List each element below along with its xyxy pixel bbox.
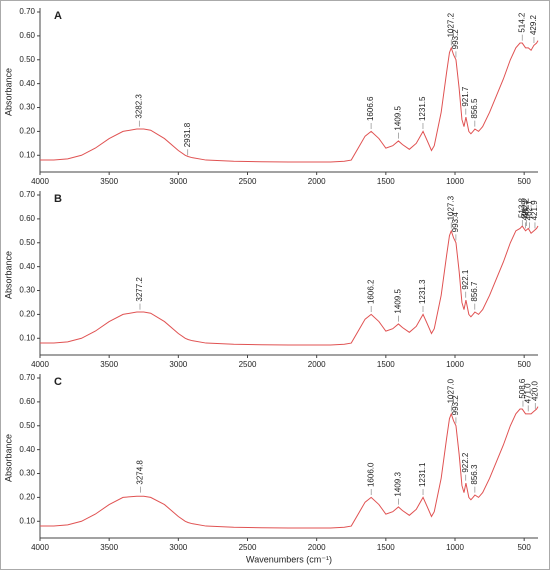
y-tick-label: 0.20 bbox=[19, 493, 35, 502]
panel-label: A bbox=[54, 10, 62, 22]
spectrum-line bbox=[40, 406, 539, 529]
x-tick-label: 500 bbox=[517, 177, 531, 186]
x-tick-label: 2500 bbox=[239, 543, 257, 552]
peak-label: 513.8 bbox=[517, 197, 526, 218]
panel-label: B bbox=[54, 193, 62, 205]
peak-label: 1231.5 bbox=[418, 96, 427, 121]
spectrum-line bbox=[40, 40, 539, 163]
x-tick-label: 1000 bbox=[446, 360, 464, 369]
y-axis-title: Absorbance bbox=[3, 251, 13, 299]
x-tick-label: 2000 bbox=[308, 177, 326, 186]
peak-label: 514.2 bbox=[517, 12, 526, 33]
peak-label: 1027.3 bbox=[446, 195, 455, 220]
x-tick-label: 3500 bbox=[100, 543, 118, 552]
x-tick-label: 1000 bbox=[446, 177, 464, 186]
peak-label: 1606.0 bbox=[366, 462, 375, 487]
y-tick-label: 0.60 bbox=[19, 397, 35, 406]
y-axis-title: Absorbance bbox=[3, 434, 13, 482]
y-tick-label: 0.40 bbox=[19, 445, 35, 454]
peak-label: 1027.2 bbox=[446, 12, 455, 37]
x-tick-label: 3000 bbox=[169, 360, 187, 369]
y-tick-label: 0.20 bbox=[19, 127, 35, 136]
peak-label: 856.7 bbox=[470, 281, 479, 302]
y-tick-label: 0.60 bbox=[19, 214, 35, 223]
peak-label: 482.2 bbox=[522, 197, 531, 218]
x-tick-label: 1000 bbox=[446, 543, 464, 552]
peak-label: 856.5 bbox=[470, 98, 479, 119]
x-tick-label: 4000 bbox=[31, 360, 49, 369]
x-tick-label: 3500 bbox=[100, 360, 118, 369]
x-tick-label: 2000 bbox=[308, 360, 326, 369]
peak-label: 1606.2 bbox=[366, 279, 375, 304]
peak-label: 3277.2 bbox=[135, 277, 144, 302]
peak-label: 993.2 bbox=[451, 395, 460, 416]
peak-label: 1606.6 bbox=[366, 96, 375, 121]
peak-label: 420.0 bbox=[530, 380, 539, 401]
y-axis-title: Absorbance bbox=[3, 68, 13, 116]
y-tick-label: 0.50 bbox=[19, 421, 35, 430]
panel-label: C bbox=[54, 376, 62, 388]
y-tick-label: 0.10 bbox=[19, 150, 35, 159]
peak-label: 1409.5 bbox=[393, 106, 402, 131]
y-tick-label: 0.20 bbox=[19, 310, 35, 319]
x-tick-label: 4000 bbox=[31, 177, 49, 186]
peak-label: 429.2 bbox=[529, 14, 538, 35]
y-tick-label: 0.50 bbox=[19, 55, 35, 64]
peak-label: 856.3 bbox=[470, 464, 479, 485]
x-tick-label: 3000 bbox=[169, 177, 187, 186]
x-tick-label: 1500 bbox=[377, 543, 395, 552]
peak-label: 1409.5 bbox=[393, 289, 402, 314]
peak-label: 922.2 bbox=[461, 452, 470, 473]
y-tick-label: 0.60 bbox=[19, 31, 35, 40]
peak-label: 421.9 bbox=[530, 200, 539, 221]
x-axis-title: Wavenumbers (cm⁻¹) bbox=[246, 554, 332, 564]
peak-label: 1231.1 bbox=[418, 462, 427, 487]
peak-label: 993.2 bbox=[451, 29, 460, 50]
y-tick-label: 0.10 bbox=[19, 333, 35, 342]
peak-label: 491.5 bbox=[520, 200, 529, 221]
peak-label: 993.4 bbox=[451, 212, 460, 233]
y-tick-label: 0.10 bbox=[19, 516, 35, 525]
peak-label: 471.0 bbox=[523, 383, 532, 404]
x-tick-label: 2000 bbox=[308, 543, 326, 552]
peak-label: 462.1 bbox=[525, 200, 534, 221]
y-tick-label: 0.70 bbox=[19, 190, 35, 199]
peak-label: 1409.3 bbox=[393, 472, 402, 497]
y-tick-label: 0.70 bbox=[19, 373, 35, 382]
x-tick-label: 3500 bbox=[100, 177, 118, 186]
peak-label: 3274.8 bbox=[135, 460, 144, 485]
peak-label: 1027.0 bbox=[446, 378, 455, 403]
x-tick-label: 3000 bbox=[169, 543, 187, 552]
x-tick-label: 4000 bbox=[31, 543, 49, 552]
y-tick-label: 0.50 bbox=[19, 238, 35, 247]
x-tick-label: 2500 bbox=[239, 177, 257, 186]
y-tick-label: 0.30 bbox=[19, 286, 35, 295]
peak-label: 1231.3 bbox=[418, 279, 427, 304]
x-tick-label: 1500 bbox=[377, 177, 395, 186]
peak-label: 2931.8 bbox=[183, 122, 192, 147]
y-tick-label: 0.40 bbox=[19, 262, 35, 271]
peak-label: 3282.3 bbox=[134, 94, 143, 119]
peak-label: 922.1 bbox=[461, 269, 470, 290]
y-tick-label: 0.40 bbox=[19, 79, 35, 88]
y-tick-label: 0.30 bbox=[19, 469, 35, 478]
x-tick-label: 2500 bbox=[239, 360, 257, 369]
y-tick-label: 0.70 bbox=[19, 7, 35, 16]
x-tick-label: 500 bbox=[517, 543, 531, 552]
spectrum-line bbox=[40, 225, 539, 346]
y-tick-label: 0.30 bbox=[19, 103, 35, 112]
peak-label: 508.6 bbox=[518, 378, 527, 399]
peak-label: 921.7 bbox=[461, 86, 470, 107]
x-tick-label: 1500 bbox=[377, 360, 395, 369]
x-tick-label: 500 bbox=[517, 360, 531, 369]
